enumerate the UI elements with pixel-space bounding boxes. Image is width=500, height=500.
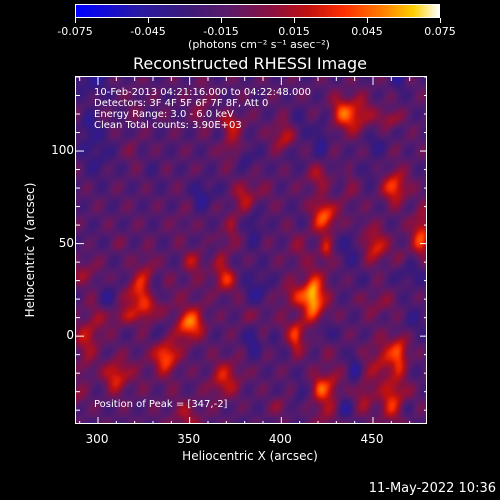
chart-title: Reconstructed RHESSI Image xyxy=(133,54,367,73)
y-tick-label: 100 xyxy=(51,143,74,158)
y-tick-label: 0 xyxy=(66,328,74,343)
colorbar-tick-label: 0.045 xyxy=(351,25,383,38)
colorbar-tick xyxy=(75,18,76,23)
x-axis-label: Heliocentric X (arcsec) xyxy=(182,449,318,463)
axis-ticks xyxy=(76,77,426,423)
colorbar-tick-label: -0.075 xyxy=(57,25,93,38)
heatmap-image xyxy=(76,77,426,423)
colorbar-tick-label: -0.015 xyxy=(203,25,239,38)
colorbar-tick xyxy=(148,18,149,23)
y-axis-label: Heliocentric Y (arcsec) xyxy=(23,182,37,318)
colorbar-tick-label: 0.075 xyxy=(424,25,456,38)
colorbar-tick-label: 0.015 xyxy=(278,25,310,38)
colorbar-tick xyxy=(221,18,222,23)
annotation-time: 10-Feb-2013 04:21:16.000 to 04:22:48.000 xyxy=(94,87,312,98)
x-tick-label: 350 xyxy=(177,432,201,446)
annotation-energy: Energy Range: 3.0 - 6.0 keV xyxy=(94,109,234,120)
colorbar-unit: (photons cm⁻² s⁻¹ asec⁻²) xyxy=(188,38,330,51)
annotation-detectors: Detectors: 3F 4F 5F 6F 7F 8F, Att 0 xyxy=(94,98,269,109)
datestamp: 11-May-2022 10:36 xyxy=(368,481,496,496)
x-tick-label: 400 xyxy=(268,432,292,446)
annotation-counts: Clean Total counts: 3.90E+03 xyxy=(94,120,242,131)
colorbar-tick xyxy=(367,18,368,23)
colorbar-tick-label: -0.045 xyxy=(130,25,166,38)
colorbar-tick xyxy=(294,18,295,23)
colorbar-tick xyxy=(440,18,441,23)
x-tick-label: 450 xyxy=(360,432,384,446)
y-tick-label: 50 xyxy=(58,235,74,250)
plot-area: 10-Feb-2013 04:21:16.000 to 04:22:48.000… xyxy=(75,76,427,424)
colorbar xyxy=(75,4,440,18)
annotation-peak: Position of Peak = [347,-2] xyxy=(94,399,228,410)
x-tick-label: 300 xyxy=(85,432,109,446)
